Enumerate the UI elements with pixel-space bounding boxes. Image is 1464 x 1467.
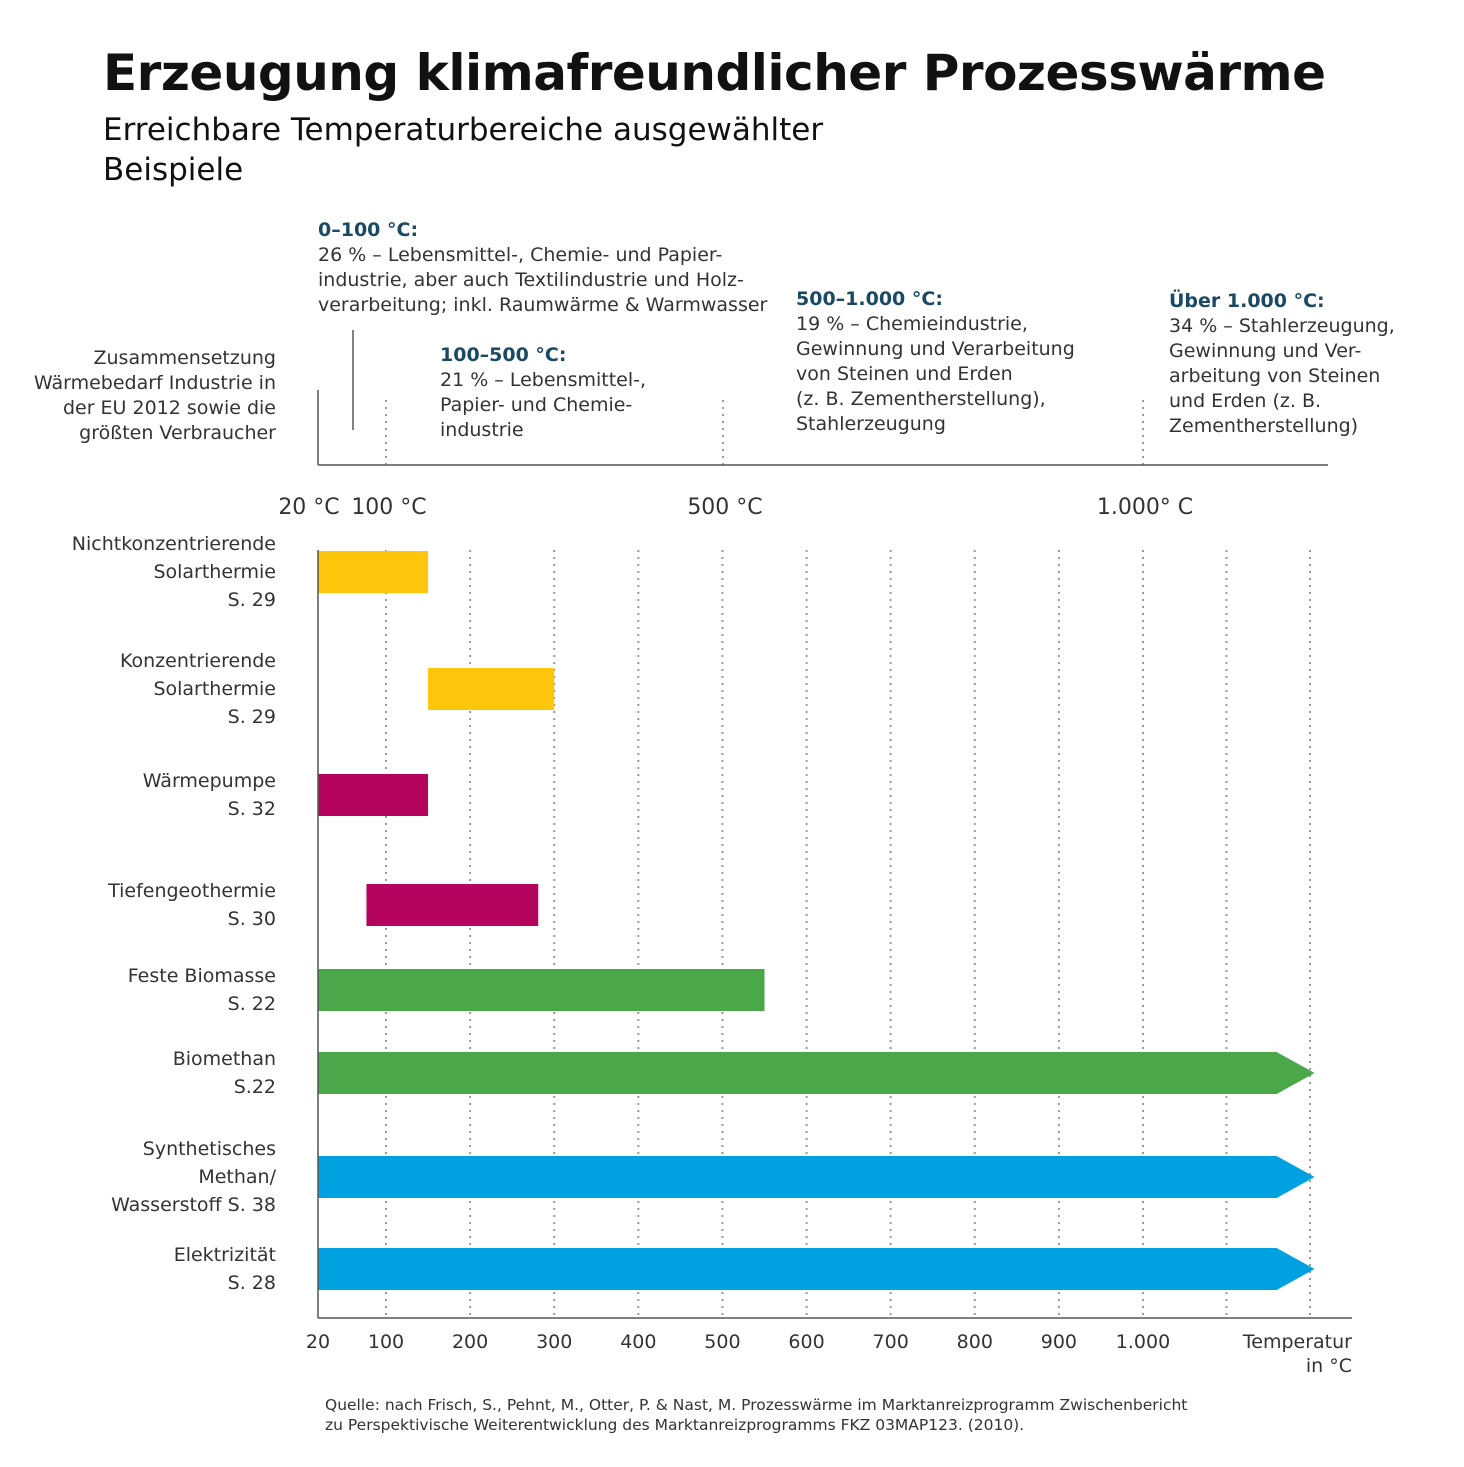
segment-100-500: 100–500 °C: 21 % – Lebensmittel-, Papier… — [440, 343, 646, 443]
x-tick-label: 600 — [788, 1331, 824, 1353]
range-bar-arrow — [318, 1052, 1315, 1094]
segment-heading: 500–1.000 °C: — [796, 288, 943, 310]
range-bar-arrow — [318, 1156, 1315, 1198]
segment-body: 19 % – Chemieindustrie, Gewinnung und Ve… — [796, 313, 1075, 435]
top-axis-label: 20 °C — [278, 495, 339, 520]
range-bar — [428, 668, 555, 710]
category-label: S. 28 — [228, 1272, 276, 1294]
source-note: Quelle: nach Frisch, S., Pehnt, M., Otte… — [325, 1396, 1188, 1434]
category-label: Feste Biomasse — [128, 965, 276, 987]
segment-body: 34 % – Stahlerzeugung, Gewinnung und Ver… — [1169, 315, 1395, 437]
category-label: S. 30 — [228, 908, 276, 930]
segment-over-1000: Über 1.000 °C: 34 % – Stahlerzeugung, Ge… — [1169, 289, 1395, 439]
x-tick-label: 500 — [704, 1331, 740, 1353]
segment-heading: 0–100 °C: — [318, 219, 419, 241]
category-label: Biomethan — [173, 1048, 276, 1070]
range-bar — [318, 774, 429, 816]
top-axis-label: 500 °C — [687, 495, 762, 520]
category-label: S. 29 — [228, 589, 276, 611]
category-label: Wärmepumpe — [143, 770, 276, 792]
page-title: Erzeugung klimafreundlicher Prozesswärme — [103, 44, 1326, 102]
range-bar — [366, 884, 539, 926]
category-label: Solarthermie — [153, 678, 276, 700]
x-tick-label: 700 — [873, 1331, 909, 1353]
x-tick-label: 100 — [368, 1331, 404, 1353]
range-bar — [318, 551, 429, 593]
category-label: Konzentrierende — [120, 650, 276, 672]
category-label: Tiefengeothermie — [107, 880, 276, 902]
category-label: Methan/ — [198, 1166, 276, 1188]
category-label: S. 32 — [228, 798, 276, 820]
category-label: S. 22 — [228, 993, 276, 1015]
category-label: Wasserstoff S. 38 — [111, 1194, 276, 1216]
segment-500-1000: 500–1.000 °C: 19 % – Chemieindustrie, Ge… — [796, 287, 1075, 437]
x-tick-label: 1.000 — [1116, 1331, 1170, 1353]
range-bar-arrow — [318, 1248, 1315, 1290]
segment-0-100: 0–100 °C: 26 % – Lebensmittel-, Chemie- … — [318, 218, 767, 318]
segment-heading: Über 1.000 °C: — [1169, 290, 1325, 312]
range-bar — [318, 969, 765, 1011]
page-subtitle: Erreichbare Temperaturbereiche ausgewähl… — [103, 112, 824, 188]
x-tick-label: 300 — [536, 1331, 572, 1353]
x-tick-label: 800 — [957, 1331, 993, 1353]
top-axis-label: 100 °C — [351, 495, 426, 520]
x-tick-label: 400 — [620, 1331, 656, 1353]
segment-body: 21 % – Lebensmittel-, Papier- und Chemie… — [440, 369, 647, 441]
category-label: Elektrizität — [174, 1244, 276, 1266]
category-label: Synthetisches — [143, 1138, 276, 1160]
x-axis-title-line2: in °C — [1306, 1355, 1352, 1377]
composition-label: Zusammensetzung Wärmebedarf Industrie in… — [33, 347, 276, 444]
segment-heading: 100–500 °C: — [440, 344, 567, 366]
x-tick-label: 200 — [452, 1331, 488, 1353]
segment-body: 26 % – Lebensmittel-, Chemie- und Papier… — [318, 244, 768, 316]
category-label: S. 29 — [228, 706, 276, 728]
category-label: Solarthermie — [153, 561, 276, 583]
x-axis-title-line1: Temperatur — [1242, 1331, 1352, 1353]
x-tick-label: 20 — [306, 1331, 330, 1353]
x-tick-label: 900 — [1041, 1331, 1077, 1353]
top-axis-label: 1.000° C — [1097, 495, 1193, 520]
category-label: S.22 — [234, 1076, 276, 1098]
category-label: Nichtkonzentrierende — [72, 533, 276, 555]
